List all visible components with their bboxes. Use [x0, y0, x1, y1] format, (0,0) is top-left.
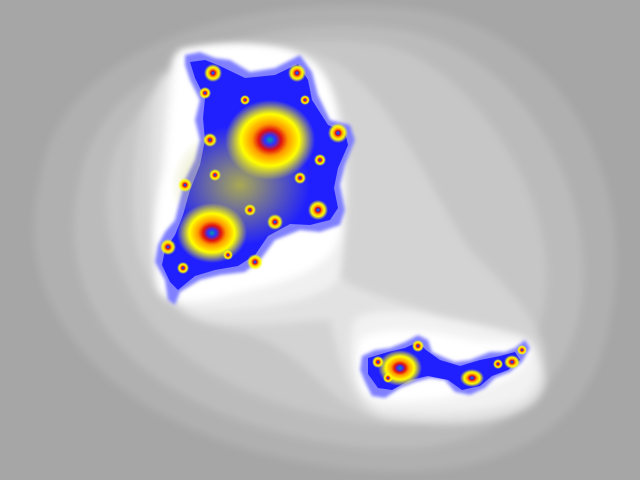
mini-spirals: [160, 64, 527, 383]
mini-spiral: [493, 359, 503, 369]
mini-spiral: [294, 172, 306, 184]
mini-spiral: [199, 87, 211, 99]
mini-spiral: [314, 154, 326, 166]
mini-spiral: [223, 250, 233, 260]
fractal-island: [360, 335, 530, 398]
mini-spiral: [308, 200, 328, 220]
mini-spiral: [372, 356, 384, 368]
mini-spiral: [300, 95, 310, 105]
mini-spiral: [204, 64, 222, 82]
mini-spiral: [178, 178, 192, 192]
mini-spiral: [160, 239, 176, 255]
mini-spiral: [209, 169, 221, 181]
mini-spiral: [244, 204, 256, 216]
mini-spiral: [412, 340, 424, 352]
mini-spiral: [247, 254, 263, 270]
fractal-main-body: [155, 52, 355, 305]
mini-spiral: [240, 95, 250, 105]
mini-spiral: [328, 123, 348, 143]
mini-spiral: [267, 214, 283, 230]
mini-spiral: [517, 345, 527, 355]
mini-spiral: [177, 262, 189, 274]
mini-spiral: [383, 373, 393, 383]
mini-spiral: [203, 133, 217, 147]
mini-spiral: [288, 64, 306, 82]
